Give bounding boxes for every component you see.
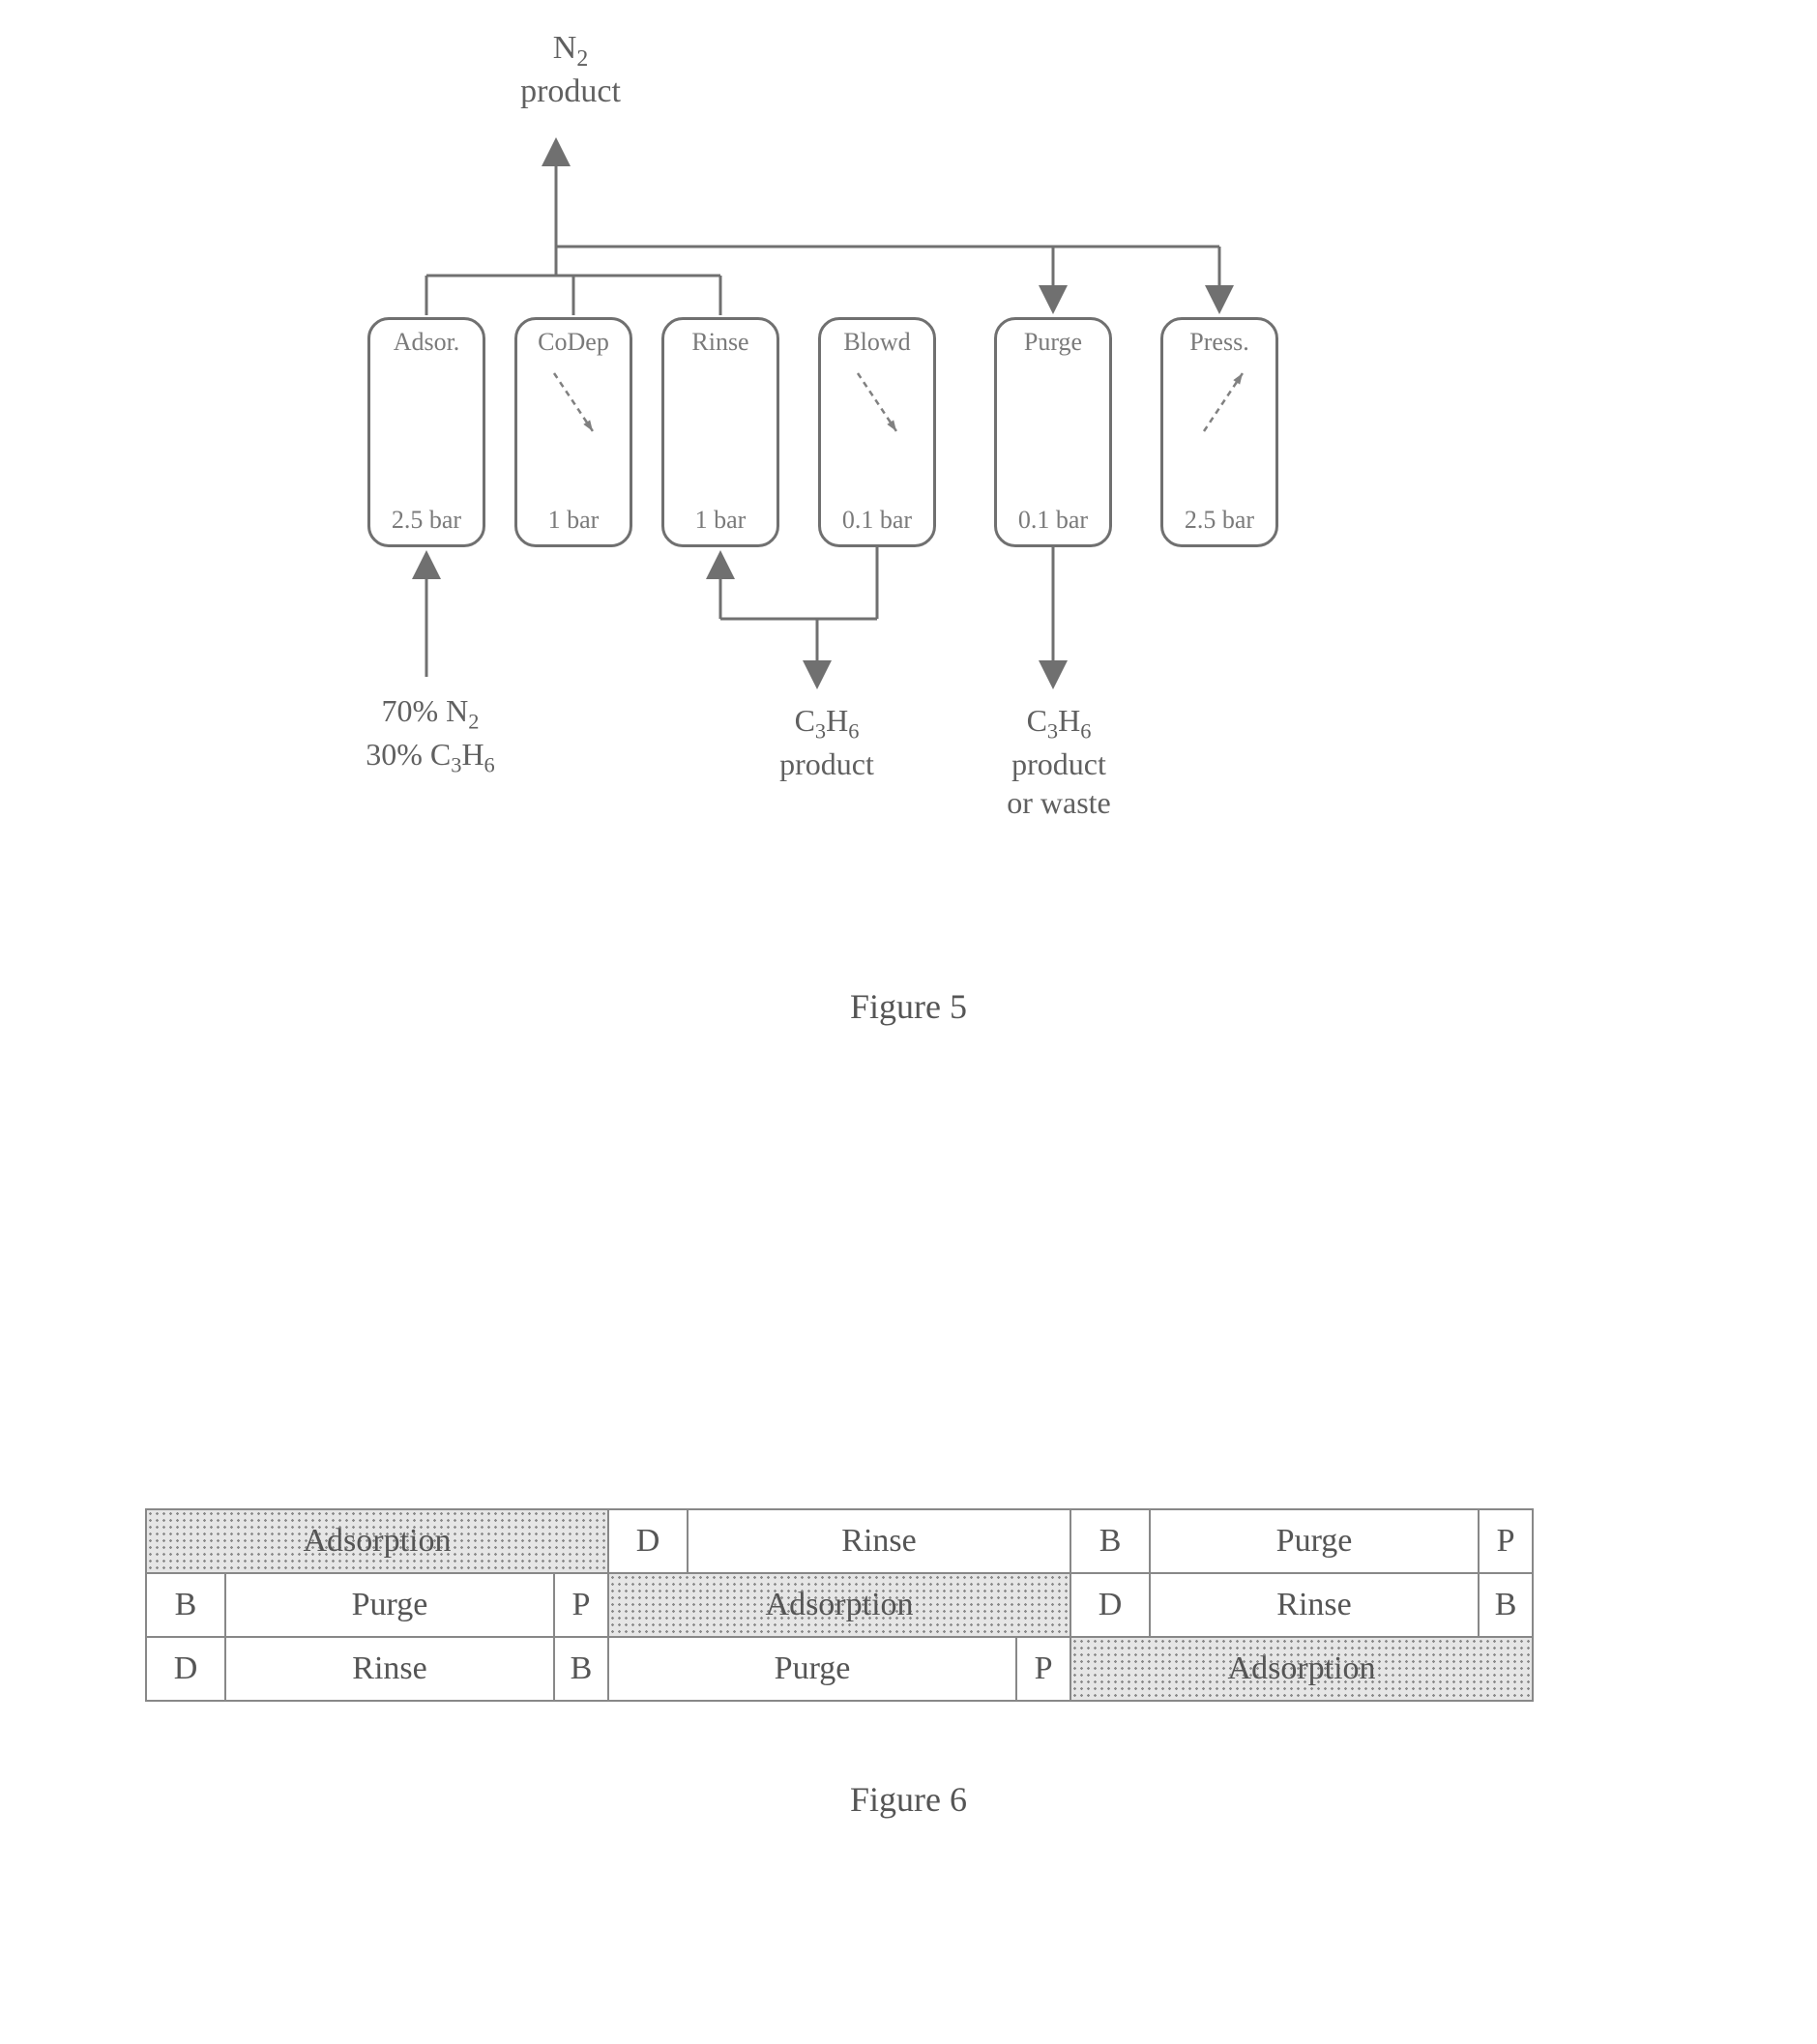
cell-adsorption: Adsorption bbox=[608, 1573, 1070, 1637]
figure5-caption: Figure 5 bbox=[0, 986, 1817, 1027]
vessel-adsor-top: Adsor. bbox=[370, 328, 483, 357]
cell-b: B bbox=[1070, 1509, 1150, 1573]
cell-adsorption: Adsorption bbox=[1070, 1637, 1533, 1701]
cell-p: P bbox=[1016, 1637, 1070, 1701]
vessel-blowd: Blowd0.1 bar bbox=[818, 317, 936, 547]
cell-purge: Purge bbox=[225, 1573, 554, 1637]
table-row: BPurgePAdsorptionDRinseB bbox=[146, 1573, 1533, 1637]
vessel-rinse-top: Rinse bbox=[664, 328, 777, 357]
c3h6-waste-l3: or waste bbox=[962, 783, 1156, 822]
cell-adsorption: Adsorption bbox=[146, 1509, 608, 1573]
cell-b: B bbox=[1479, 1573, 1533, 1637]
cell-b: B bbox=[554, 1637, 608, 1701]
table-row: AdsorptionDRinseBPurgeP bbox=[146, 1509, 1533, 1573]
vessel-purge-top: Purge bbox=[997, 328, 1109, 357]
vessel-purge-bot: 0.1 bar bbox=[997, 506, 1109, 535]
figure6-table: AdsorptionDRinseBPurgePBPurgePAdsorption… bbox=[145, 1508, 1534, 1702]
cell-rinse: Rinse bbox=[1150, 1573, 1479, 1637]
cell-purge: Purge bbox=[608, 1637, 1016, 1701]
vessel-codep: CoDep1 bar bbox=[514, 317, 632, 547]
vessel-adsor: Adsor. 2.5 bar bbox=[367, 317, 485, 547]
cell-d: D bbox=[146, 1637, 225, 1701]
c3h6-product-label: C3H6 product bbox=[730, 701, 923, 783]
cell-purge: Purge bbox=[1150, 1509, 1479, 1573]
cell-p: P bbox=[1479, 1509, 1533, 1573]
c3h6-waste-l2: product bbox=[962, 745, 1156, 783]
table-row: DRinseBPurgePAdsorption bbox=[146, 1637, 1533, 1701]
c3h6-waste-l1: C3H6 bbox=[962, 701, 1156, 745]
figure6-table-wrap: AdsorptionDRinseBPurgePBPurgePAdsorption… bbox=[145, 1508, 1534, 1702]
cell-p: P bbox=[554, 1573, 608, 1637]
vessel-rinse-bot: 1 bar bbox=[664, 506, 777, 535]
cell-d: D bbox=[1070, 1573, 1150, 1637]
figure6-caption: Figure 6 bbox=[0, 1779, 1817, 1820]
vessel-press-trend-icon bbox=[1163, 320, 1281, 550]
cell-d: D bbox=[608, 1509, 688, 1573]
vessel-press: Press.2.5 bar bbox=[1160, 317, 1278, 547]
cell-rinse: Rinse bbox=[688, 1509, 1070, 1573]
feed-l1: 70% N2 bbox=[334, 691, 527, 735]
vessel-codep-trend-icon bbox=[517, 320, 635, 550]
vessel-rinse: Rinse 1 bar bbox=[661, 317, 779, 547]
feed-label: 70% N2 30% C3H6 bbox=[334, 691, 527, 779]
vessel-blowd-trend-icon bbox=[821, 320, 939, 550]
c3h6-prod-l1: C3H6 bbox=[730, 701, 923, 745]
feed-l2: 30% C3H6 bbox=[334, 735, 527, 778]
vessel-adsor-bot: 2.5 bar bbox=[370, 506, 483, 535]
c3h6-waste-label: C3H6 product or waste bbox=[962, 701, 1156, 822]
c3h6-prod-l2: product bbox=[730, 745, 923, 783]
cell-rinse: Rinse bbox=[225, 1637, 554, 1701]
vessel-purge: Purge 0.1 bar bbox=[994, 317, 1112, 547]
cell-b: B bbox=[146, 1573, 225, 1637]
